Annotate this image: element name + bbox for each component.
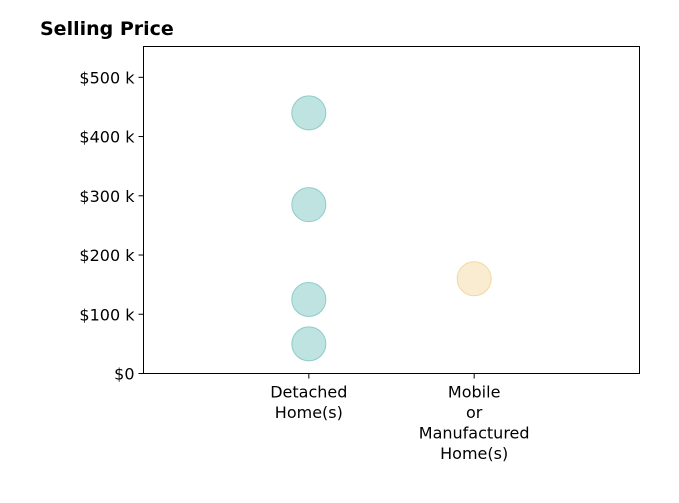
x-tick-label-line: Home(s) bbox=[440, 444, 508, 463]
x-tick-label-line: Manufactured bbox=[419, 424, 530, 443]
x-tick-label-line: Mobile bbox=[448, 383, 500, 402]
y-tick-label: $0 bbox=[114, 365, 134, 384]
chart-title: Selling Price bbox=[40, 18, 174, 40]
x-axis: Detached Home(s)Mobile or Manufactured Home(… bbox=[270, 373, 530, 464]
data-point bbox=[291, 187, 327, 223]
data-point bbox=[291, 326, 327, 362]
x-tick-label-line: Detached bbox=[270, 383, 347, 402]
data-point bbox=[291, 281, 327, 317]
data-point bbox=[456, 261, 492, 297]
data-points bbox=[291, 95, 492, 362]
y-tick-label: $100 k bbox=[79, 305, 135, 324]
plot-area-frame bbox=[143, 46, 640, 374]
x-tick-label: Mobile or Manufactured Home(s) bbox=[419, 383, 530, 464]
y-tick-label: $500 k bbox=[79, 68, 135, 87]
y-tick-label: $200 k bbox=[79, 246, 135, 265]
y-axis: $0 $100 k $200 k $300 k $400 k $500 k bbox=[79, 68, 144, 384]
y-tick-label: $400 k bbox=[79, 128, 135, 147]
x-tick-label-line: or bbox=[466, 403, 483, 422]
x-tick-label-line: Home(s) bbox=[275, 403, 343, 422]
y-tick-label: $300 k bbox=[79, 187, 135, 206]
x-tick-label: Detached Home(s) bbox=[270, 383, 347, 423]
data-point bbox=[291, 95, 327, 131]
